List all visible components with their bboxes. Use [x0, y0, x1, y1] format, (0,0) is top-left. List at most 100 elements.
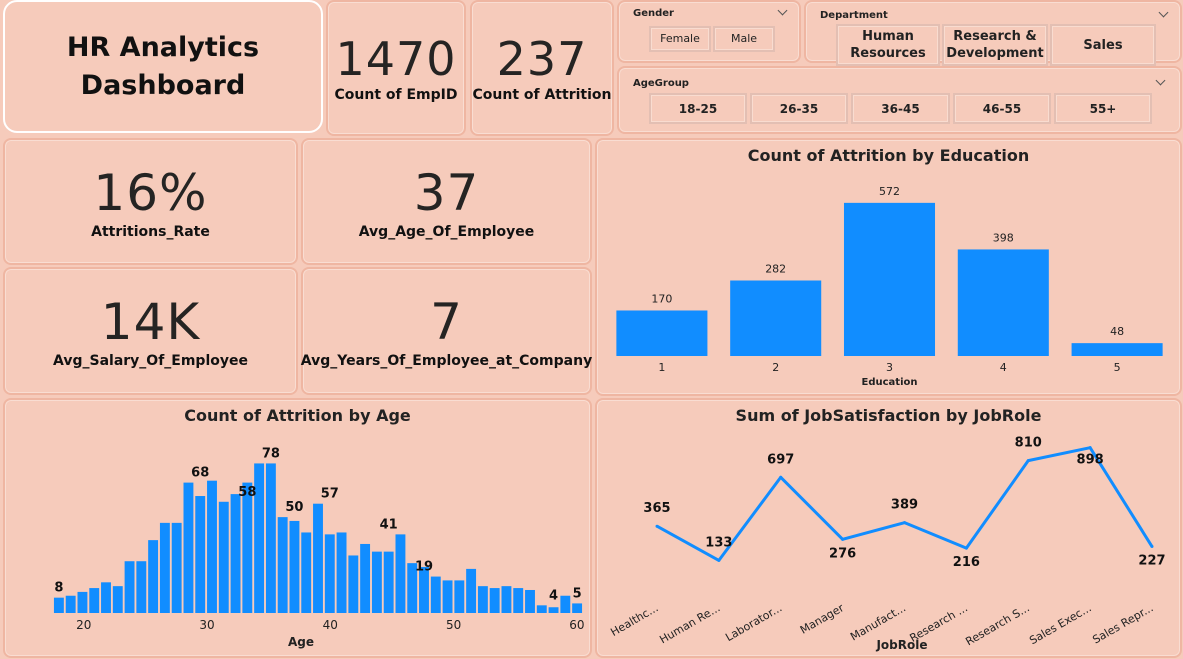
age-bar	[371, 551, 382, 613]
kpi-attrition-rate-label: Attritions_Rate	[91, 223, 210, 240]
age-data-label: 4	[549, 588, 558, 603]
department-option-sales[interactable]: Sales	[1050, 24, 1156, 66]
age-bar	[360, 543, 371, 613]
kpi-attrition-rate-card: 16% Attritions_Rate	[3, 138, 298, 265]
age-bar	[53, 597, 64, 613]
jobrole-point	[1150, 545, 1154, 549]
age-bar	[195, 496, 206, 613]
jobrole-tick-label: Sales Exec...	[1027, 601, 1093, 647]
age-bar	[207, 480, 217, 613]
age-tick-label: 60	[569, 618, 584, 632]
education-bar	[730, 280, 822, 356]
age-bar	[112, 586, 123, 613]
age-data-label: 50	[285, 500, 303, 515]
kpi-avg-years-value: 7	[430, 293, 463, 351]
gender-option-female[interactable]: Female	[649, 26, 711, 52]
dashboard-title-card: HR Analytics Dashboard	[3, 0, 323, 133]
jobrole-data-label: 898	[1077, 453, 1104, 468]
jobrole-point	[841, 537, 845, 541]
education-tick-label: 2	[772, 361, 779, 374]
age-data-label: 5	[573, 586, 582, 601]
chevron-down-icon[interactable]	[777, 5, 788, 16]
jobrole-point	[1026, 459, 1030, 463]
age-bar	[513, 588, 524, 613]
age-bar	[77, 591, 88, 613]
kpi-attrition-rate-value: 16%	[93, 163, 208, 222]
age-bar	[442, 580, 453, 613]
jobrole-data-label: 810	[1015, 436, 1042, 451]
age-bar	[218, 501, 229, 613]
education-tick-label: 4	[1000, 361, 1007, 374]
education-tick-label: 1	[658, 361, 665, 374]
kpi-attrition-count-card: 237 Count of Attrition	[470, 0, 614, 136]
kpi-avg-years-label: Avg_Years_Of_Employee_at_Company	[300, 353, 593, 369]
education-chart-title: Count of Attrition by Education	[747, 146, 1030, 165]
education-bar	[843, 202, 936, 356]
education-x-axis-label: Education	[862, 377, 918, 388]
education-chart-card: Count of Attrition by Education 170 1 282 2…	[595, 138, 1182, 396]
chevron-down-icon[interactable]	[1158, 7, 1169, 18]
department-option-human-resources[interactable]: Human Resources	[836, 24, 940, 66]
age-bar	[383, 551, 394, 613]
kpi-attrition-count-value: 237	[496, 32, 588, 86]
age-bar	[265, 463, 276, 613]
jobrole-point	[1088, 446, 1092, 450]
age-bar	[501, 586, 512, 613]
department-option-research-development[interactable]: Research & Development	[942, 24, 1048, 66]
jobrole-tick-label: Manager	[798, 601, 847, 637]
age-bar	[454, 580, 465, 613]
age-bar	[548, 607, 559, 613]
jobrole-data-label: 365	[643, 501, 670, 516]
age-bar	[466, 568, 477, 613]
age-bar	[171, 522, 182, 613]
kpi-avg-age-card: 37 Avg_Age_Of_Employee	[301, 138, 592, 265]
jobrole-data-label: 697	[767, 452, 794, 467]
chevron-down-icon[interactable]	[1155, 75, 1166, 86]
agegroup-option-26-35[interactable]: 26-35	[750, 93, 848, 124]
jobrole-chart-card: Sum of JobSatisfaction by JobRole 365 133…	[595, 398, 1182, 658]
age-bar	[101, 582, 111, 613]
age-bar	[301, 532, 312, 613]
age-bar	[419, 566, 429, 613]
gender-option-male[interactable]: Male	[713, 26, 775, 52]
page-title-line2: Dashboard	[80, 69, 246, 101]
jobrole-tick-label: Research S...	[963, 601, 1031, 648]
kpi-avg-salary-value: 14K	[100, 293, 201, 351]
age-tick-label: 30	[199, 618, 214, 632]
jobrole-data-label: 227	[1138, 554, 1165, 569]
kpi-emp-count-label: Count of EmpID	[334, 87, 458, 103]
jobrole-point	[964, 546, 968, 550]
age-data-label: 68	[191, 466, 209, 481]
age-bar	[148, 540, 159, 613]
age-x-axis-label: Age	[288, 635, 314, 649]
jobrole-point	[655, 524, 659, 528]
agegroup-option-36-45[interactable]: 36-45	[851, 93, 950, 124]
age-bar	[124, 561, 135, 613]
gender-slicer-title: Gender	[633, 8, 674, 19]
age-chart: 20 30 40 50 60 8 68 58 78 50 57 41 19 4 5 Age	[53, 446, 584, 649]
education-chart: 170 1 282 2 572 3 398 4 48 5 Education	[616, 185, 1163, 388]
jobrole-point	[779, 475, 783, 479]
agegroup-option-46-55[interactable]: 46-55	[953, 93, 1051, 124]
kpi-avg-salary-label: Avg_Salary_Of_Employee	[53, 353, 248, 369]
jobrole-point	[717, 558, 721, 562]
age-bar	[407, 563, 418, 613]
age-bar	[430, 576, 441, 613]
age-bar	[230, 494, 241, 613]
age-data-label: 41	[380, 517, 398, 532]
age-chart-title: Count of Attrition by Age	[184, 406, 411, 425]
department-slicer: Department Human Resources Research & De…	[804, 0, 1182, 66]
age-data-label: 78	[262, 446, 280, 461]
education-bar-label: 572	[879, 185, 900, 198]
jobrole-tick-label: Sales Repr...	[1090, 601, 1155, 646]
age-data-label: 57	[321, 487, 339, 502]
age-bar	[136, 561, 147, 613]
age-bar	[536, 605, 547, 613]
education-bar-label: 170	[651, 292, 672, 305]
education-bar-label: 282	[765, 262, 786, 275]
agegroup-option-18-25[interactable]: 18-25	[649, 93, 747, 124]
age-bar	[89, 588, 100, 613]
agegroup-option-55-plus[interactable]: 55+	[1054, 93, 1152, 124]
jobrole-tick-label: Healthc...	[608, 601, 660, 639]
age-data-label: 8	[54, 581, 63, 596]
